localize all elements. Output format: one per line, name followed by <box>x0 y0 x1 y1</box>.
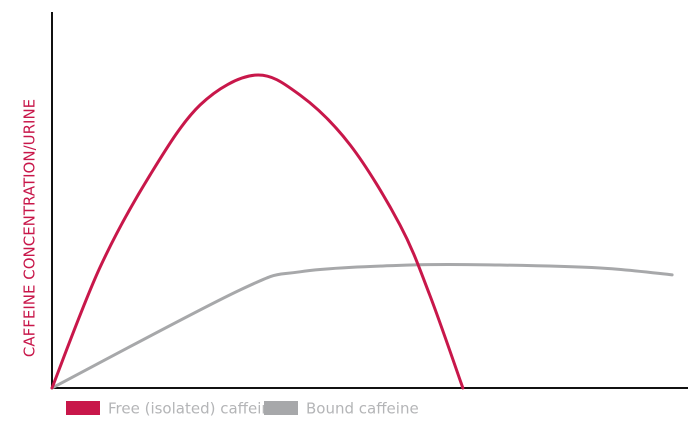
legend-label: Bound caffeine <box>306 400 419 418</box>
line <box>50 73 465 390</box>
legend-swatch <box>264 401 298 415</box>
legend-label: Free (isolated) caffeine <box>108 400 280 418</box>
legend-swatch <box>66 401 100 415</box>
y-axis-label: CAFFEINE CONCENTRATION/URINE <box>21 99 39 357</box>
line <box>50 262 674 390</box>
